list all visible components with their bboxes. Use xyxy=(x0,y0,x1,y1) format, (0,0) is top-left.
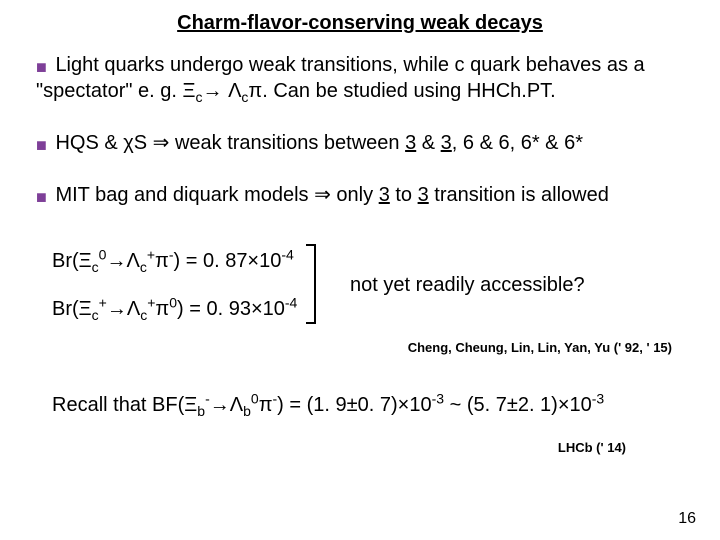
three-underlined-3: 3 xyxy=(379,184,390,206)
three-underlined-4: 3 xyxy=(418,184,429,206)
branching-ratio-1: Br(Ξc0→Λc+π-) = 0. 87×10-4 xyxy=(52,248,684,275)
square-bullet-icon: ■ xyxy=(36,55,47,79)
p3-pre: MIT bag and diquark models xyxy=(55,184,314,206)
lambda: Λ xyxy=(230,394,243,416)
sub-c: c xyxy=(92,259,99,275)
arrow-icon: → xyxy=(106,250,126,272)
amp1: & xyxy=(416,132,440,154)
br2-label: Br( xyxy=(52,298,79,320)
sub-c: c xyxy=(92,307,99,323)
recall-val1: ) = (1. 9±0. 7)×10 xyxy=(277,394,431,416)
p1-line2: "spectator" e. g. Ξc→ Λcπ. Can be studie… xyxy=(36,78,684,105)
recall-pre: Recall that BF( xyxy=(52,394,184,416)
sup-exp: -3 xyxy=(432,390,444,406)
citation-2: LHCb (' 14) xyxy=(558,440,626,455)
square-bullet-icon: ■ xyxy=(36,185,47,209)
p1b-pre: "spectator" e. g. xyxy=(36,80,183,102)
branching-ratio-2: Br(Ξc+→Λc+π0) = 0. 93×10-4 xyxy=(52,296,684,323)
slide-title: Charm-flavor-conserving weak decays xyxy=(0,12,720,35)
three-underlined: 3 xyxy=(405,132,416,154)
bullet-3: ■ MIT bag and diquark models ⇒ only 3 to… xyxy=(36,182,684,209)
slide: Charm-flavor-conserving weak decays ■ Li… xyxy=(0,0,720,540)
sup-exp: -3 xyxy=(592,390,604,406)
arrow-icon: → xyxy=(210,394,230,416)
bullet-1: ■ Light quarks undergo weak transitions,… xyxy=(36,52,684,79)
square-bullet-icon: ■ xyxy=(36,133,47,157)
recall-line: Recall that BF(Ξb-→Λb0π-) = (1. 9±0. 7)×… xyxy=(52,392,684,419)
pi-symbol: π xyxy=(248,80,262,102)
sub-c: c xyxy=(140,259,147,275)
arrow-icon: → xyxy=(203,80,223,102)
p2-post-a: weak transitions between xyxy=(175,132,405,154)
br2-value: ) = 0. 93×10 xyxy=(177,298,285,320)
page-number: 16 xyxy=(678,510,696,528)
pi: π xyxy=(155,250,169,272)
xi: Ξ xyxy=(79,250,92,272)
p3-post-b: to xyxy=(390,184,418,206)
br1-value: ) = 0. 87×10 xyxy=(174,250,282,272)
sub-c: c xyxy=(196,89,203,105)
sup-plus: + xyxy=(99,294,107,310)
recall-val2: ~ (5. 7±2. 1)×10 xyxy=(444,394,592,416)
lambda: Λ xyxy=(126,250,139,272)
sup-plus: + xyxy=(147,246,155,262)
pi: π xyxy=(155,298,169,320)
xi: Ξ xyxy=(184,394,197,416)
lambda-symbol: Λ xyxy=(228,80,241,102)
p1-line1: Light quarks undergo weak transitions, w… xyxy=(55,54,644,76)
sub-b: b xyxy=(197,403,205,419)
p2-pre: HQS & xyxy=(55,132,123,154)
br1-label: Br( xyxy=(52,250,79,272)
bracket-icon xyxy=(306,244,316,324)
xi-symbol: Ξ xyxy=(183,80,196,102)
p1b-post: . Can be studied using HHCh.PT. xyxy=(262,80,556,102)
arrow-icon: → xyxy=(107,298,127,320)
chi-s: χS xyxy=(123,132,147,154)
sup-exp: -4 xyxy=(281,246,293,262)
p3-post-c: transition is allowed xyxy=(429,184,609,206)
bullet-2: ■ HQS & χS ⇒ weak transitions between 3 … xyxy=(36,130,684,157)
p3-post-a: only xyxy=(331,184,379,206)
sub-b: b xyxy=(243,403,251,419)
implies-icon: ⇒ xyxy=(147,132,175,154)
sup-0: 0 xyxy=(251,390,259,406)
citation-1: Cheng, Cheung, Lin, Lin, Yan, Yu (' 92, … xyxy=(408,340,672,355)
three-underlined-2: 3 xyxy=(441,132,452,154)
lambda: Λ xyxy=(127,298,140,320)
implies-icon-2: ⇒ xyxy=(314,184,331,206)
sup-0: 0 xyxy=(169,294,177,310)
xi: Ξ xyxy=(79,298,92,320)
sup-exp: -4 xyxy=(285,294,297,310)
note-text: not yet readily accessible? xyxy=(350,272,585,299)
pi: π xyxy=(259,394,273,416)
p2-post-c: , 6 & 6, 6* & 6* xyxy=(452,132,583,154)
